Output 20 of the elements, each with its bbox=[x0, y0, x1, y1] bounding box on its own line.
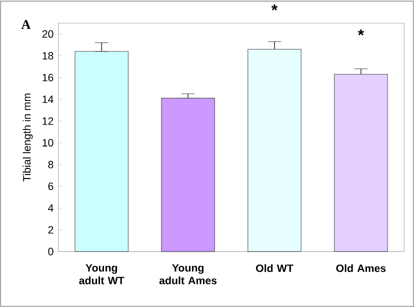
x-tick-label: Young adult Ames bbox=[159, 264, 217, 284]
text: * bbox=[271, 4, 278, 10]
y-tick-label: 16 bbox=[42, 74, 54, 82]
y-tick-label: 20 bbox=[42, 30, 54, 38]
x-tick-label: Young adult WT bbox=[79, 264, 124, 284]
text: A bbox=[21, 20, 31, 29]
y-tick-label: 12 bbox=[42, 117, 54, 125]
y-axis-title: Tibial length in mm bbox=[22, 94, 33, 182]
y-tick-label: 18 bbox=[42, 52, 54, 60]
y-tick-label: 10 bbox=[42, 139, 54, 147]
y-tick-label: 14 bbox=[42, 96, 54, 103]
y-tick-label: 4 bbox=[48, 204, 54, 212]
x-tick-label: Old WT bbox=[256, 264, 294, 272]
y-tick-label: 6 bbox=[48, 182, 54, 190]
bar bbox=[161, 98, 215, 252]
y-tick-label: 0 bbox=[48, 248, 54, 256]
y-tick-label: 8 bbox=[48, 160, 54, 168]
y-tick-label: 2 bbox=[48, 226, 54, 234]
annotation: * bbox=[358, 29, 364, 36]
x-tick-label: Old Ames bbox=[336, 264, 386, 272]
